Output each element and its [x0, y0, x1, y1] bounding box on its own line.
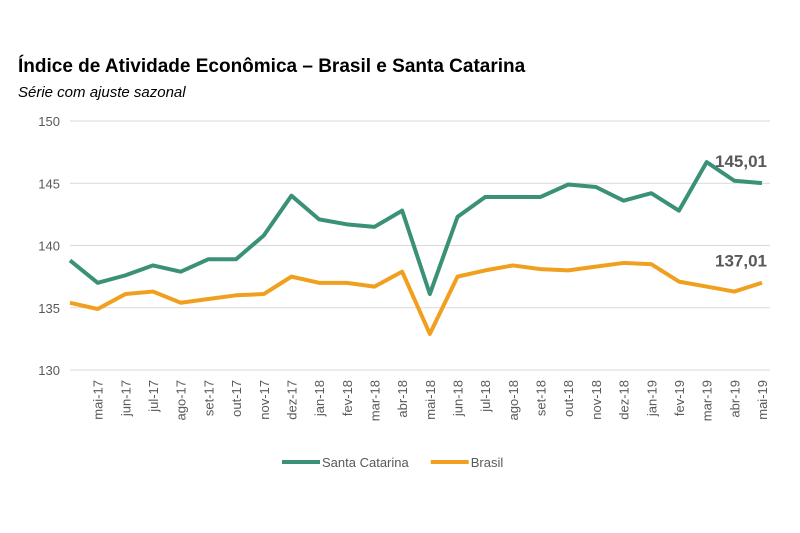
legend-label: Brasil	[471, 455, 504, 470]
x-tick-label: jan-19	[644, 380, 659, 417]
x-tick-label: set-18	[534, 380, 549, 416]
x-tick-label: jun-18	[451, 380, 466, 417]
chart-title: Índice de Atividade Econômica – Brasil e…	[18, 55, 526, 77]
x-tick-label: ago-17	[174, 380, 189, 420]
x-tick-label: mar-18	[367, 380, 382, 421]
y-tick-label: 130	[38, 363, 60, 378]
value-label: 145,01	[715, 152, 767, 171]
y-tick-label: 135	[38, 301, 60, 316]
y-tick-label: 150	[38, 114, 60, 129]
line-series	[68, 160, 763, 297]
x-tick-label: mar-19	[700, 380, 715, 421]
x-tick-label: abr-19	[727, 380, 742, 418]
x-tick-label: out-18	[561, 380, 576, 417]
x-tick-label: abr-18	[395, 380, 410, 418]
x-tick-label: set-17	[201, 380, 216, 416]
x-tick-label: out-17	[229, 380, 244, 417]
x-tick-label: ago-18	[506, 380, 521, 420]
x-tick-label: fev-19	[672, 380, 687, 416]
chart-subtitle: Série com ajuste sazonal	[18, 84, 186, 101]
x-tick-label: jul-18	[478, 380, 493, 413]
x-tick-label: jan-18	[312, 380, 327, 417]
line-series	[69, 260, 763, 336]
value-label: 137,01	[715, 252, 767, 271]
x-tick-label: nov-18	[589, 380, 604, 420]
x-tick-label: mai-19	[755, 380, 770, 420]
x-tick-label: mai-18	[423, 380, 438, 420]
x-tick-label: fev-18	[340, 380, 355, 416]
x-tick-label: jul-17	[146, 380, 161, 413]
legend-label: Santa Catarina	[322, 455, 409, 470]
y-tick-label: 140	[38, 239, 60, 254]
x-tick-label: dez-17	[284, 380, 299, 420]
x-tick-label: jun-17	[118, 380, 133, 417]
x-tick-label: nov-17	[257, 380, 272, 420]
x-tick-label: dez-18	[617, 380, 632, 420]
y-tick-label: 145	[38, 176, 60, 191]
x-tick-label: mai-17	[91, 380, 106, 420]
